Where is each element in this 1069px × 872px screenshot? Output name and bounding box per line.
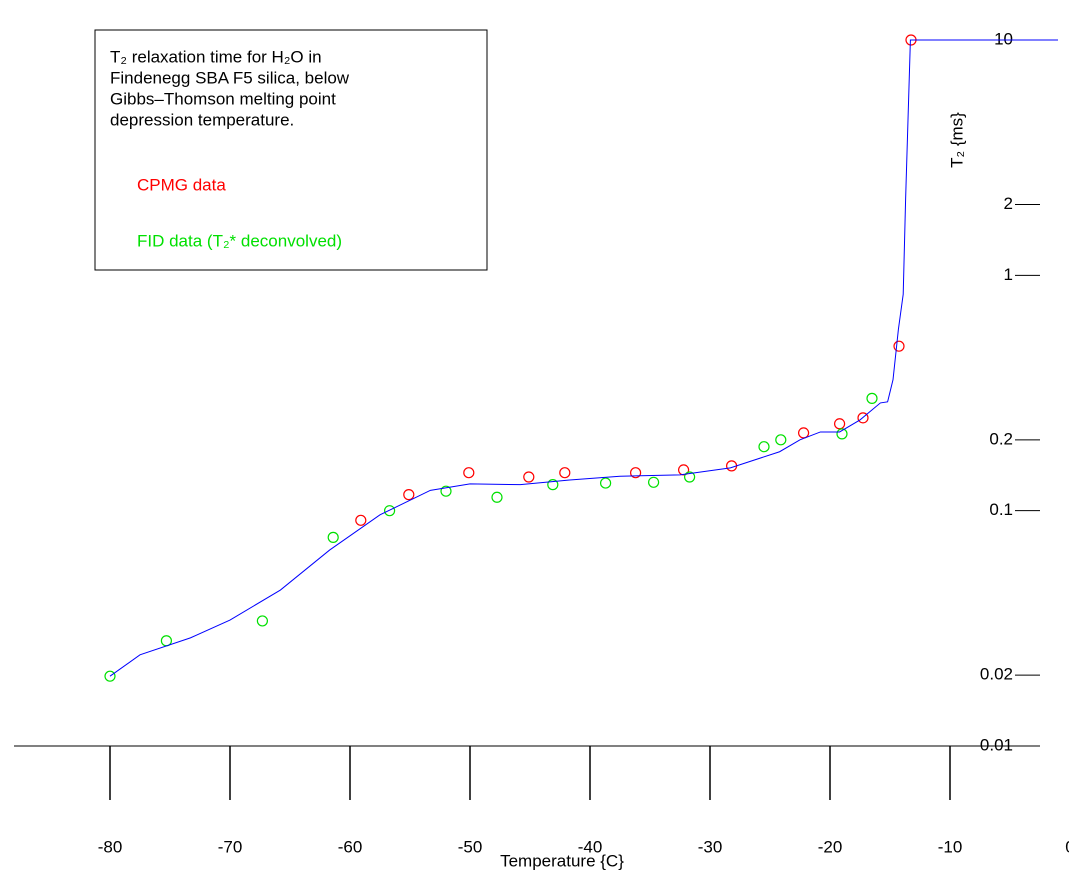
x-tick-label: -10 (938, 837, 963, 856)
x-tick-label: 0 (1065, 837, 1069, 856)
annotation: T₂ relaxation time for H₂O in (110, 47, 322, 66)
x-tick-label: -30 (698, 837, 723, 856)
x-tick-label: -50 (458, 837, 483, 856)
y-tick-label: 1 (1004, 265, 1013, 284)
data-point (629, 467, 642, 479)
data-point (384, 505, 396, 517)
data-point (327, 531, 339, 543)
data-point (833, 418, 846, 430)
x-tick-label: -80 (98, 837, 123, 856)
data-point (355, 514, 367, 526)
data-point (547, 479, 559, 491)
legend-box (94, 29, 488, 271)
data-point (523, 471, 535, 483)
legend-entry: FID data (T₂* deconvolved) (137, 231, 342, 250)
x-tick-label: -60 (338, 837, 363, 856)
data-point (857, 412, 869, 424)
y-tick-label: 0.1 (989, 500, 1013, 519)
data-point (893, 340, 905, 352)
data-point (866, 392, 878, 404)
annotation: Gibbs–Thomson melting point (110, 89, 336, 108)
y-tick-label: 10 (994, 29, 1013, 48)
x-tick-label: -70 (218, 837, 243, 856)
data-point (758, 441, 770, 453)
data-point (599, 477, 612, 489)
data-point (491, 491, 503, 503)
x-tick-label: -20 (818, 837, 843, 856)
data-point (463, 467, 475, 479)
legend-entry: CPMG data (137, 175, 226, 194)
data-point (836, 428, 848, 440)
x-tick-label: -40 (578, 837, 603, 856)
data-point (559, 467, 571, 479)
fit-line (109, 39, 1058, 677)
y-axis-label: T₂ {ms} (947, 112, 966, 168)
y-tick-label: 0.02 (980, 665, 1013, 684)
annotation: depression temperature. (110, 110, 294, 129)
y-tick-label: 0.2 (989, 429, 1013, 448)
data-point (677, 464, 690, 476)
data-point (775, 434, 787, 446)
data-point (403, 489, 415, 501)
data-point (440, 485, 452, 497)
data-point (256, 615, 268, 627)
data-point (683, 471, 696, 483)
y-tick-label: 0.01 (980, 735, 1013, 754)
data-point (104, 670, 116, 682)
data-point (797, 427, 810, 439)
x-axis-label: Temperature {C} (500, 851, 624, 870)
annotation: Findenegg SBA F5 silica, below (110, 68, 350, 87)
y-tick-label: 2 (1004, 194, 1013, 213)
data-point (647, 476, 660, 488)
